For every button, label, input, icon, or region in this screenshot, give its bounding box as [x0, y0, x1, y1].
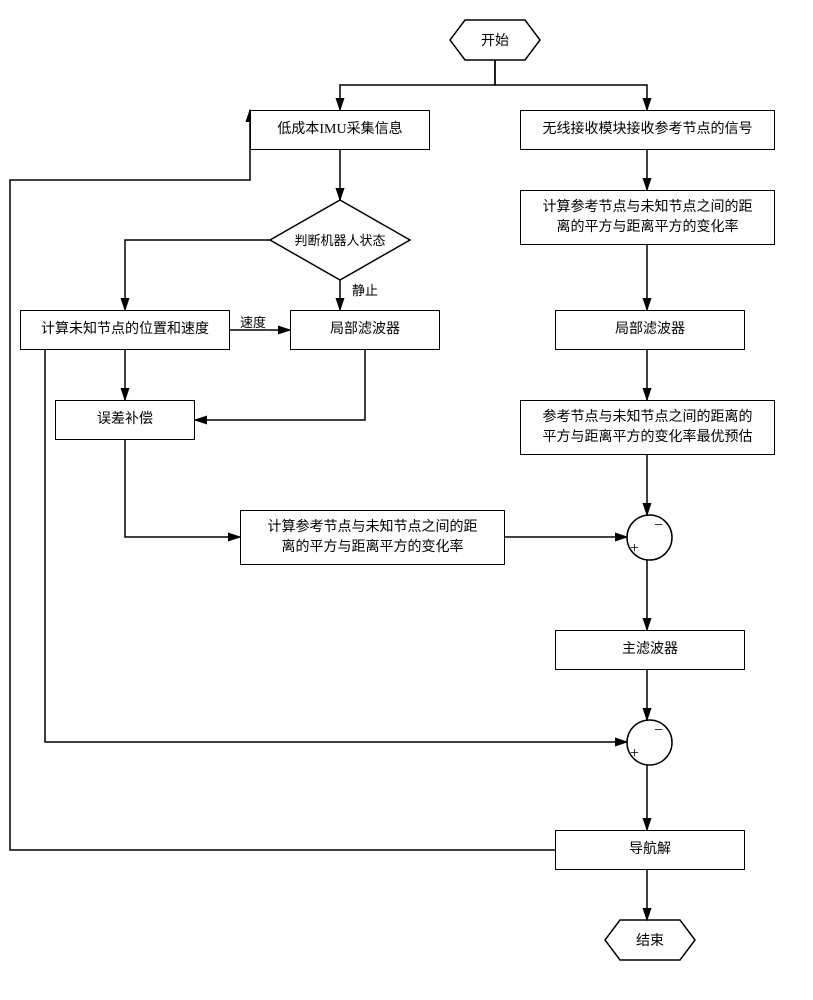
edge-start [340, 60, 495, 110]
calc_pos: 计算未知节点的位置和速度 [20, 310, 230, 350]
start: 开始 [481, 33, 509, 49]
end: 结束 [636, 933, 664, 949]
calc_dist1: 计算参考节点与未知节点之间的距离的平方与距离平方的变化率 [520, 190, 775, 245]
edge-start [495, 60, 647, 110]
judge: 判断机器人状态 [294, 233, 385, 248]
edge-label-static: 静止 [352, 280, 378, 299]
est_opt: 参考节点与未知节点之间的距离的平方与距离平方的变化率最优预估 [520, 400, 775, 455]
err_comp: 误差补偿 [55, 400, 195, 440]
sum-sign-s1_minus: − [654, 517, 663, 535]
local2: 局部滤波器 [555, 310, 745, 350]
edge-local1_down [195, 350, 365, 420]
local1: 局部滤波器 [290, 310, 440, 350]
edge-feedback_nav_to_judge [10, 110, 555, 850]
imu: 低成本IMU采集信息 [250, 110, 430, 150]
main_filt: 主滤波器 [555, 630, 745, 670]
nav: 导航解 [555, 830, 745, 870]
calc_dist2: 计算参考节点与未知节点之间的距离的平方与距离平方的变化率 [240, 510, 505, 565]
sum-sign-s2_plus: + [630, 745, 639, 763]
sum-sign-s1_plus: + [630, 540, 639, 558]
sum-sign-s2_minus: − [654, 722, 663, 740]
edge-judge_left [125, 240, 270, 310]
edge-label-speed: 速度 [240, 312, 266, 331]
edge-err_comp_down [125, 440, 240, 537]
wireless: 无线接收模块接收参考节点的信号 [520, 110, 775, 150]
